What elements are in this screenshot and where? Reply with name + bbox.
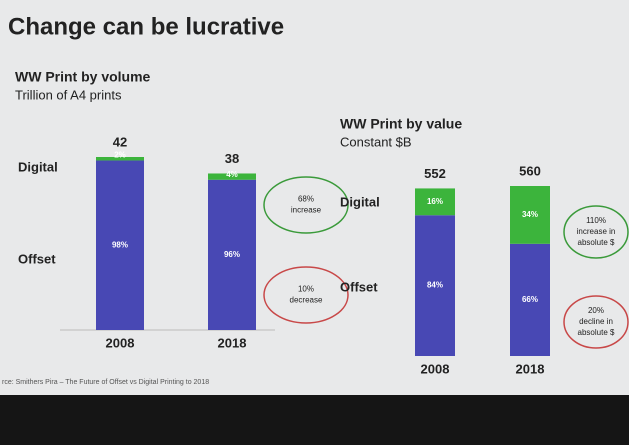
annotation-text: 20% — [588, 306, 604, 315]
chart-title: WW Print by volume — [15, 69, 151, 85]
source: rce: Smithers Pira – The Future of Offse… — [2, 379, 209, 386]
slide-title: Change can be lucrative — [8, 13, 284, 40]
series-label: Digital — [340, 194, 380, 209]
series-label: Digital — [18, 159, 58, 174]
bar-segment — [510, 243, 550, 356]
chart-title: WW Print by value — [340, 116, 462, 132]
category-label: 2008 — [106, 335, 135, 350]
value-label: 66% — [522, 295, 538, 304]
value-label: 98% — [112, 240, 128, 249]
annotation-text: decline in — [579, 317, 613, 326]
chart-subtitle: Constant $B — [340, 134, 412, 149]
annotation-text: absolute $ — [578, 328, 615, 337]
bar-segment — [415, 188, 455, 216]
value-label: 2% — [114, 151, 126, 160]
total-label: 552 — [424, 166, 446, 181]
series-label: Offset — [18, 251, 56, 266]
total-label: 38 — [225, 151, 239, 166]
annotation-text: 68% — [298, 195, 314, 204]
category-label: 2008 — [421, 361, 450, 376]
value-label: 84% — [427, 281, 443, 290]
bar-segment — [96, 160, 144, 330]
annotation-ring — [563, 295, 629, 349]
value-label: 96% — [224, 250, 240, 259]
chart-subtitle: Trillion of A4 prints — [15, 87, 122, 102]
annotation-ring — [563, 205, 629, 259]
annotation-ring — [263, 176, 349, 234]
bar-segment — [208, 173, 256, 180]
annotation-text: absolute $ — [578, 238, 615, 247]
bar-segment — [96, 157, 144, 161]
category-label: 2018 — [516, 361, 545, 376]
value-label: 34% — [522, 210, 538, 219]
annotation-ring — [263, 266, 349, 324]
annotation-text: 10% — [298, 285, 314, 294]
total-label: 42 — [113, 134, 127, 149]
bar-segment — [510, 186, 550, 244]
total-label: 560 — [519, 163, 541, 178]
value-label: 4% — [226, 170, 238, 179]
annotation-text: decrease — [290, 296, 323, 305]
screen-edge — [0, 395, 629, 445]
value-label: 16% — [427, 197, 443, 206]
bar-segment — [208, 179, 256, 330]
annotation-text: increase in — [577, 227, 616, 236]
annotation-text: 110% — [586, 216, 606, 225]
annotation-text: increase — [291, 206, 322, 215]
bar-segment — [415, 215, 455, 356]
series-label: Offset — [340, 279, 378, 294]
category-label: 2018 — [218, 335, 247, 350]
